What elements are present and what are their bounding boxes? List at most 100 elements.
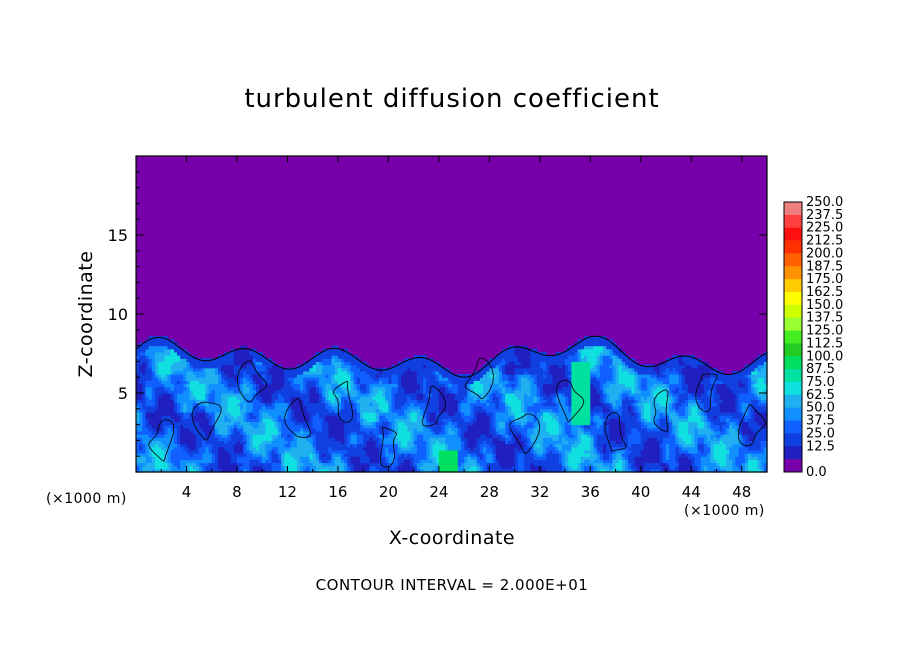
field-cell xyxy=(186,377,191,381)
field-cell xyxy=(555,364,560,369)
field-cell xyxy=(246,374,251,378)
field-cell xyxy=(356,367,361,372)
field-cell xyxy=(344,358,348,362)
field-cell xyxy=(397,377,402,381)
field-cell xyxy=(284,424,289,429)
field-cell xyxy=(539,462,544,467)
field-cell xyxy=(148,364,153,369)
field-cell xyxy=(300,462,304,467)
field-cell xyxy=(505,380,509,385)
field-cell xyxy=(224,446,229,451)
field-cell xyxy=(501,399,506,404)
field-cell xyxy=(360,437,364,441)
field-cell xyxy=(527,377,531,381)
field-cell xyxy=(517,370,522,375)
field-cell xyxy=(353,446,358,451)
field-cell xyxy=(435,459,440,464)
field-cell xyxy=(366,377,371,381)
field-cell xyxy=(249,351,254,356)
field-cell xyxy=(432,418,437,423)
field-cell xyxy=(164,446,169,451)
field-cell xyxy=(397,396,402,400)
field-cell xyxy=(388,456,393,460)
field-cell xyxy=(145,430,150,435)
field-cell xyxy=(205,370,210,375)
field-cell xyxy=(495,418,500,423)
field-cell xyxy=(533,374,538,378)
field-cell xyxy=(199,424,203,429)
field-cell xyxy=(520,408,525,413)
field-cell xyxy=(312,456,317,460)
field-cell xyxy=(495,393,500,397)
field-cell xyxy=(328,456,333,460)
field-cell xyxy=(341,430,345,435)
field-cell xyxy=(186,440,191,445)
field-cell xyxy=(486,399,490,404)
field-cell xyxy=(180,418,184,423)
field-cell xyxy=(214,358,219,362)
field-cell xyxy=(173,468,178,473)
field-cell xyxy=(325,364,330,369)
field-cell xyxy=(486,383,490,388)
field-cell xyxy=(363,437,367,441)
field-cell xyxy=(322,427,326,432)
field-cell xyxy=(419,437,424,441)
field-cell xyxy=(186,456,191,460)
field-cell xyxy=(195,411,200,416)
field-cell xyxy=(435,421,440,426)
field-cell xyxy=(331,399,336,404)
field-cell xyxy=(218,402,222,407)
field-cell xyxy=(255,358,260,362)
field-cell xyxy=(139,355,143,359)
field-cell xyxy=(274,421,279,426)
field-cell xyxy=(363,446,367,451)
field-cell xyxy=(407,364,412,369)
field-cell xyxy=(385,408,389,413)
field-cell xyxy=(214,361,219,366)
field-cell xyxy=(467,405,472,410)
field-cell xyxy=(315,393,320,397)
field-cell xyxy=(558,440,563,445)
field-cell xyxy=(514,424,519,429)
field-cell xyxy=(404,393,408,397)
field-cell xyxy=(224,370,229,375)
field-cell xyxy=(555,427,560,432)
field-cell xyxy=(148,399,153,404)
field-cell xyxy=(353,415,358,419)
field-cell xyxy=(249,443,254,448)
field-cell xyxy=(202,386,206,391)
field-cell xyxy=(454,459,459,464)
field-cell xyxy=(366,427,371,432)
field-cell xyxy=(505,449,509,454)
field-cell xyxy=(268,399,273,404)
field-cell xyxy=(489,402,494,407)
field-cell xyxy=(170,449,175,454)
field-cell xyxy=(306,468,311,473)
field-cell xyxy=(356,456,361,460)
field-cell xyxy=(315,462,320,467)
field-cell xyxy=(543,351,547,356)
field-cell xyxy=(423,370,427,375)
field-cell xyxy=(536,367,541,372)
field-cell xyxy=(479,446,484,451)
field-cell xyxy=(378,399,383,404)
field-cell xyxy=(322,396,326,400)
field-cell xyxy=(524,437,528,441)
field-cell xyxy=(378,421,383,426)
field-cell xyxy=(271,434,276,438)
field-cell xyxy=(347,408,352,413)
field-cell xyxy=(508,434,513,438)
field-cell xyxy=(211,459,216,464)
field-cell xyxy=(268,361,273,366)
field-cell xyxy=(360,465,364,470)
field-cell xyxy=(293,415,298,419)
field-cell xyxy=(337,453,342,457)
field-cell xyxy=(508,358,513,362)
field-cell xyxy=(561,424,566,429)
field-cell xyxy=(328,374,333,378)
field-cell xyxy=(404,437,408,441)
field-cell xyxy=(369,415,374,419)
field-cell xyxy=(347,361,352,366)
field-cell xyxy=(262,468,266,473)
field-cell xyxy=(284,380,289,385)
